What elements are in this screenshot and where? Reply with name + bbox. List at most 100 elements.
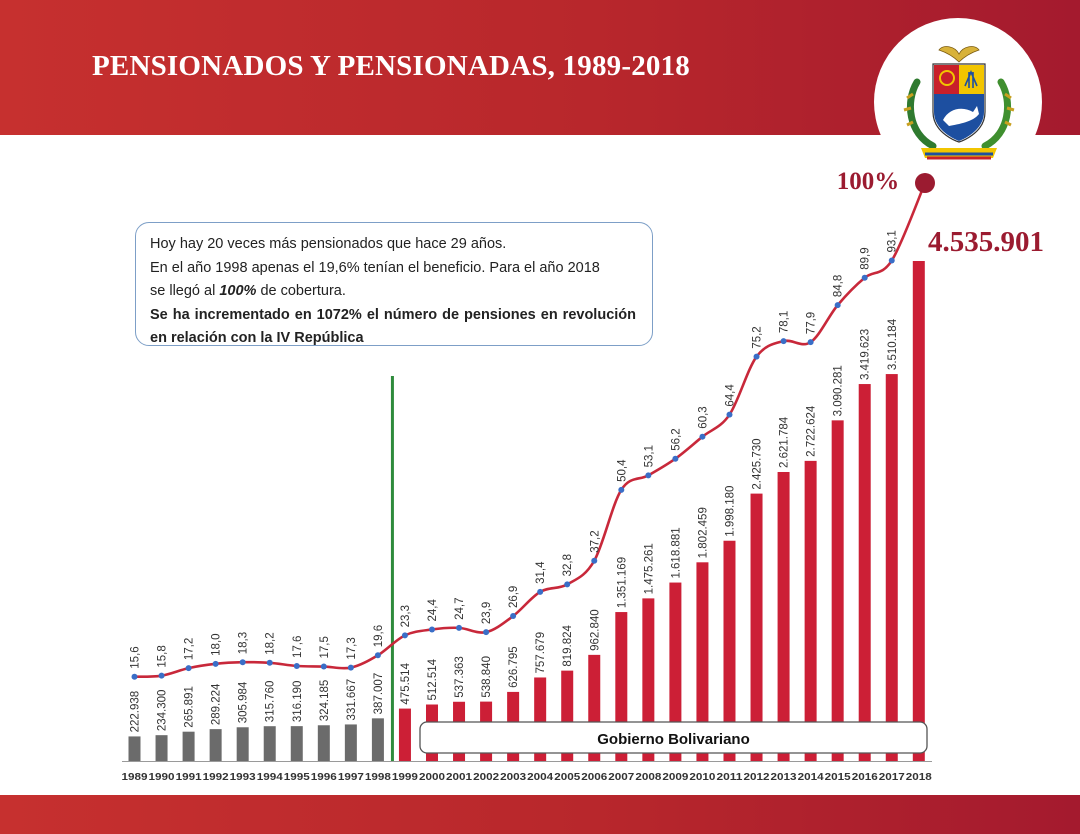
x-tick-2004: 2004 bbox=[527, 772, 554, 783]
coverage-point-2004 bbox=[537, 588, 544, 595]
coverage-point-1995 bbox=[293, 662, 300, 669]
bar-label-1998: 387.007 bbox=[373, 673, 385, 715]
coverage-point-1991 bbox=[185, 665, 192, 672]
coverage-point-2002 bbox=[483, 629, 490, 636]
bar-label-1990: 234.300 bbox=[157, 690, 169, 732]
coverage-label-2016: 89,9 bbox=[860, 247, 872, 269]
x-tick-2012: 2012 bbox=[744, 772, 771, 783]
coverage-point-2013 bbox=[780, 338, 787, 345]
bar-label-2009: 1.618.881 bbox=[670, 527, 682, 578]
coverage-label-2005: 32,8 bbox=[562, 554, 574, 576]
bar-label-1994: 315.760 bbox=[265, 681, 277, 723]
note-coverage-emphasis: 100% bbox=[219, 283, 257, 299]
x-tick-2015: 2015 bbox=[825, 772, 852, 783]
coverage-point-1998 bbox=[374, 652, 381, 659]
coverage-label-2004: 31,4 bbox=[535, 561, 547, 584]
coverage-point-2006 bbox=[591, 557, 598, 564]
coverage-label-2013: 78,1 bbox=[779, 311, 791, 333]
coverage-point-2010 bbox=[699, 433, 706, 440]
coverage-point-2017 bbox=[888, 257, 895, 264]
coverage-label-2008: 53,1 bbox=[643, 445, 655, 467]
bar-label-1996: 324.185 bbox=[319, 680, 331, 722]
coverage-label-1991: 17,2 bbox=[184, 638, 196, 660]
x-tick-1992: 1992 bbox=[203, 772, 230, 783]
bar-label-2017: 3.510.184 bbox=[887, 318, 899, 370]
bar-1994 bbox=[263, 726, 276, 761]
bar-label-2007: 1.351.169 bbox=[616, 557, 628, 608]
coverage-label-2017: 93,1 bbox=[887, 230, 899, 252]
coverage-point-1999 bbox=[401, 632, 408, 639]
coverage-point-2012 bbox=[753, 353, 760, 360]
x-tick-2000: 2000 bbox=[419, 772, 446, 783]
coverage-point-2000 bbox=[428, 626, 435, 633]
coverage-point-2014 bbox=[807, 339, 814, 346]
coverage-point-1997 bbox=[347, 664, 354, 671]
coverage-point-2018 bbox=[915, 173, 935, 193]
x-tick-1997: 1997 bbox=[338, 772, 365, 783]
coverage-point-2015 bbox=[834, 302, 841, 309]
bar-label-2011: 1.998.180 bbox=[724, 486, 736, 537]
coverage-label-2014: 77,9 bbox=[806, 312, 818, 334]
bar-label-1999: 475.514 bbox=[400, 662, 412, 704]
coverage-label-1998: 19,6 bbox=[373, 625, 385, 647]
page-title: PENSIONADOS Y PENSIONADAS, 1989-2018 bbox=[92, 50, 691, 82]
footer-banner bbox=[0, 795, 1080, 834]
bar-2013 bbox=[777, 471, 790, 761]
coverage-point-1992 bbox=[212, 660, 219, 667]
coverage-label-2001: 24,7 bbox=[454, 597, 466, 619]
coverage-label-2009: 56,2 bbox=[670, 428, 682, 450]
bar-label-2001: 537.363 bbox=[454, 656, 466, 698]
x-tick-2006: 2006 bbox=[581, 772, 608, 783]
coverage-label-2003: 26,9 bbox=[508, 586, 520, 608]
x-tick-2001: 2001 bbox=[446, 772, 473, 783]
coverage-label-1996: 17,5 bbox=[319, 636, 331, 658]
coverage-label-1994: 18,2 bbox=[265, 632, 277, 654]
coverage-label-2007: 50,4 bbox=[616, 459, 628, 482]
coverage-label-2002: 23,9 bbox=[481, 602, 493, 624]
coverage-point-1989 bbox=[131, 673, 138, 680]
coverage-label-2018: 100% bbox=[837, 168, 900, 195]
bar-label-2006: 962.840 bbox=[589, 609, 601, 651]
x-tick-2007: 2007 bbox=[608, 772, 635, 783]
x-tick-1989: 1989 bbox=[122, 772, 149, 783]
coverage-label-2000: 24,4 bbox=[427, 598, 439, 621]
bar-label-2003: 626.795 bbox=[508, 646, 520, 688]
coverage-label-1997: 17,3 bbox=[346, 637, 358, 659]
bar-2015 bbox=[831, 420, 844, 761]
coverage-point-2005 bbox=[564, 581, 571, 588]
x-tick-2008: 2008 bbox=[635, 772, 662, 783]
coverage-label-2010: 60,3 bbox=[697, 406, 709, 428]
bar-label-2012: 2.425.730 bbox=[752, 438, 764, 489]
bar-1992 bbox=[209, 729, 222, 761]
x-tick-1999: 1999 bbox=[392, 772, 419, 783]
era-label: Gobierno Bolivariano bbox=[597, 731, 750, 748]
coverage-label-1999: 23,3 bbox=[400, 605, 412, 627]
x-tick-1998: 1998 bbox=[365, 772, 392, 783]
bar-1995 bbox=[290, 726, 303, 761]
bar-2010 bbox=[696, 562, 709, 761]
coverage-point-1993 bbox=[239, 659, 246, 666]
x-tick-2003: 2003 bbox=[500, 772, 527, 783]
x-tick-2013: 2013 bbox=[771, 772, 798, 783]
coverage-point-1990 bbox=[158, 672, 165, 679]
bar-label-2000: 512.514 bbox=[427, 658, 439, 700]
note-line-3: se llegó al 100% de cobertura. bbox=[150, 280, 636, 304]
coverage-label-1990: 15,8 bbox=[157, 645, 169, 667]
coverage-label-1995: 17,6 bbox=[292, 636, 304, 658]
coverage-point-1996 bbox=[320, 663, 327, 670]
note-line-3-suffix: de cobertura. bbox=[256, 283, 346, 299]
bar-2012 bbox=[750, 493, 763, 761]
coverage-label-2015: 84,8 bbox=[833, 275, 845, 297]
note-line-1: Hoy hay 20 veces más pensionados que hac… bbox=[150, 236, 507, 252]
x-tick-2011: 2011 bbox=[716, 772, 743, 783]
bar-label-1993: 305.984 bbox=[238, 681, 250, 723]
bar-2017 bbox=[885, 374, 898, 761]
bar-2008 bbox=[642, 598, 655, 761]
x-tick-1994: 1994 bbox=[257, 772, 284, 783]
bar-label-2004: 757.679 bbox=[535, 632, 547, 674]
x-tick-1996: 1996 bbox=[311, 772, 338, 783]
coverage-point-2011 bbox=[726, 411, 733, 418]
coverage-label-1992: 18,0 bbox=[211, 633, 223, 655]
x-tick-1991: 1991 bbox=[176, 772, 203, 783]
